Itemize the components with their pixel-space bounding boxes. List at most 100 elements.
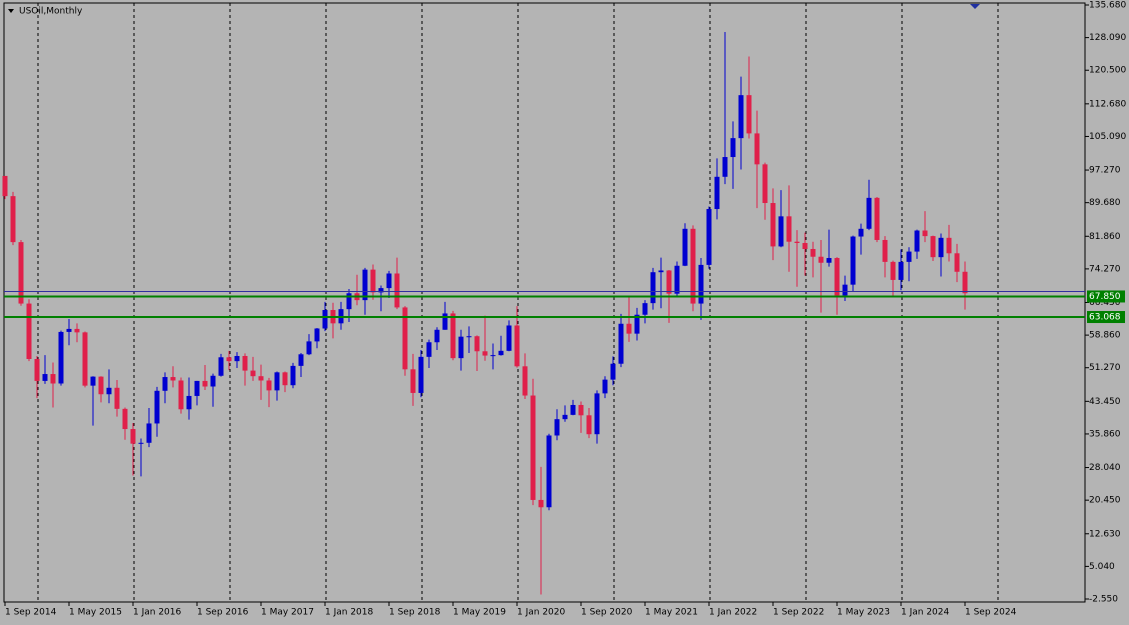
y-tick-label: -2.550 <box>1089 595 1118 605</box>
chart-title: USOil,Monthly <box>19 7 83 17</box>
candle-body <box>658 270 664 273</box>
candle-body <box>754 133 760 165</box>
y-tick-label: 12.630 <box>1089 529 1121 539</box>
y-tick-label: 51.270 <box>1089 363 1121 373</box>
candle-body <box>26 303 32 360</box>
candle-body <box>762 164 768 204</box>
candle-body <box>898 261 904 280</box>
candle-body <box>346 293 352 310</box>
candle-body <box>394 273 400 308</box>
y-tick-label: 112.680 <box>1089 99 1126 109</box>
x-tick-label: 1 May 2019 <box>453 608 506 618</box>
x-tick-label: 1 May 2015 <box>69 608 122 618</box>
x-tick-label: 1 Sep 2022 <box>773 608 824 618</box>
candle-body <box>634 314 640 334</box>
candle-body <box>866 197 872 229</box>
candle-body <box>42 374 48 381</box>
level-label: 63.068 <box>1089 313 1121 323</box>
candle-body <box>794 241 800 243</box>
candle-body <box>786 216 792 242</box>
candle-body <box>642 303 648 315</box>
candle-body <box>138 442 144 444</box>
candle-body <box>50 374 56 384</box>
candle-body <box>122 408 128 430</box>
candle-body <box>562 414 568 420</box>
candle-body <box>298 354 304 366</box>
candle-body <box>274 372 280 391</box>
x-tick-label: 1 Jan 2022 <box>709 608 757 618</box>
candle-body <box>482 351 488 356</box>
level-label-box <box>1087 311 1125 324</box>
candle-body <box>722 157 728 177</box>
candle-body <box>770 203 776 247</box>
x-tick-label: 1 Sep 2020 <box>581 608 633 618</box>
candle-body <box>146 423 152 443</box>
x-tick-label: 1 Sep 2014 <box>5 608 57 618</box>
candle-body <box>690 228 696 304</box>
candle-body <box>514 325 520 367</box>
candle-body <box>618 323 624 364</box>
candle-body <box>498 350 504 356</box>
candle-body <box>890 261 896 280</box>
candle-body <box>874 197 880 240</box>
candle-body <box>322 310 328 329</box>
candle-body <box>778 216 784 247</box>
candle-body <box>106 387 112 395</box>
candle-body <box>74 328 80 333</box>
plot-frame <box>3 2 1086 603</box>
candle-body <box>666 270 672 294</box>
candle-body <box>386 273 392 289</box>
y-tick-label: 28.040 <box>1089 463 1121 473</box>
candle-body <box>858 228 864 237</box>
candle-body <box>570 404 576 415</box>
candle-body <box>170 377 176 381</box>
candle-body <box>266 380 272 391</box>
candle-body <box>10 196 16 243</box>
candle-body <box>738 95 744 139</box>
shift-marker <box>970 4 980 9</box>
candle-body <box>370 269 376 293</box>
candle-body <box>378 288 384 293</box>
x-tick-label: 1 Sep 2018 <box>389 608 441 618</box>
candle-body <box>914 230 920 252</box>
candle-body <box>402 307 408 370</box>
candle-body <box>962 271 968 294</box>
candle-body <box>474 336 480 352</box>
candle-body <box>506 325 512 351</box>
candle-body <box>58 331 64 384</box>
candle-body <box>290 365 296 386</box>
candle-body <box>626 323 632 334</box>
candle-body <box>802 242 808 249</box>
candle-body <box>162 377 168 391</box>
candle-body <box>954 253 960 272</box>
candle-body <box>594 393 600 435</box>
candle-body <box>130 429 136 444</box>
candle-body <box>650 272 656 304</box>
candle-body <box>314 328 320 342</box>
candle-body <box>362 269 368 301</box>
candle-body <box>714 176 720 210</box>
candle-body <box>34 359 40 381</box>
candle-body <box>490 355 496 357</box>
candle-body <box>66 328 72 332</box>
x-tick-label: 1 Jan 2024 <box>901 608 949 618</box>
candle-body <box>82 332 88 386</box>
candle-body <box>450 313 456 359</box>
candle-body <box>250 370 256 377</box>
candle-body <box>234 355 240 362</box>
candle-body <box>554 419 560 436</box>
candle-body <box>306 341 312 355</box>
y-tick-label: 89.680 <box>1089 198 1121 208</box>
y-tick-label: 120.500 <box>1089 66 1126 76</box>
x-tick-label: 1 Jan 2016 <box>133 608 181 618</box>
candle-body <box>226 357 232 362</box>
candle-body <box>706 209 712 265</box>
candle-body <box>2 175 8 197</box>
candle-body <box>698 264 704 304</box>
candle-body <box>522 366 528 396</box>
y-tick-label: 5.040 <box>1089 562 1115 572</box>
candle-body <box>258 376 264 381</box>
candle-body <box>850 236 856 285</box>
candle-body <box>746 95 752 134</box>
candle-body <box>826 258 832 263</box>
